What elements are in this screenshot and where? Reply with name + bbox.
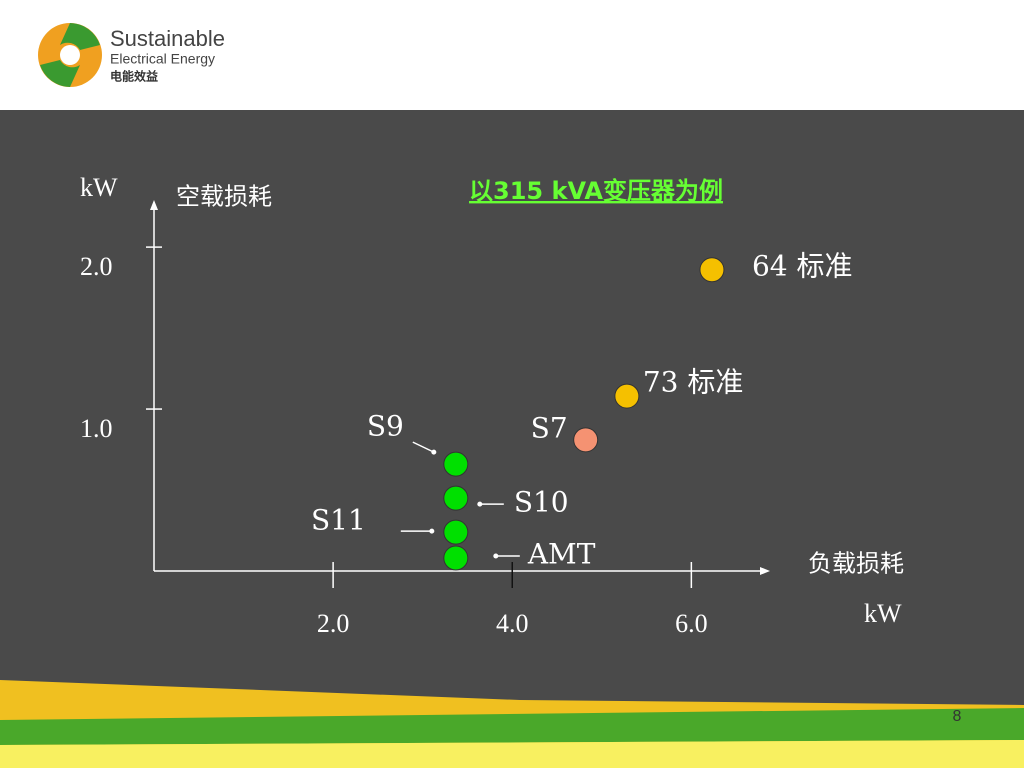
arrow-tip [429,528,435,534]
point [443,451,469,477]
brand-cn: 电能效益 [110,69,158,84]
point [699,257,725,283]
tagline: Electrical Energy [110,51,215,67]
arrow-tip [493,553,499,559]
arrow-tip [477,501,483,507]
y-tick-label: 1.0 [80,414,113,443]
x-axis-title: 负载损耗 [808,550,904,578]
page-number: 8 [953,708,962,725]
arrowhead [150,200,158,210]
point-label: S11 [311,504,366,537]
chart-title: 以315 kVA变压器为例 [469,177,723,205]
point-label: 73 标准 [643,366,744,399]
x-tick-label: 6.0 [675,609,708,638]
stripe [0,740,1024,768]
point [573,427,599,453]
pointer-arrow [412,441,435,453]
brand: Sustainable [110,26,225,51]
x-tick-label: 2.0 [317,609,350,638]
point-label: 64 标准 [752,249,853,282]
slide-bg [0,110,1024,768]
x-tick-label: 4.0 [496,609,529,638]
arrowhead [760,567,770,575]
arrow-tip [431,449,437,455]
header-bg [0,0,1024,110]
x-unit: kW [864,599,902,628]
y-tick-label: 2.0 [80,252,113,281]
point-label: S9 [367,410,404,443]
stripe [0,708,1024,745]
point-label: S7 [531,411,568,444]
point [443,519,469,545]
y-unit: kW [80,173,118,202]
point-label: S10 [514,486,569,519]
point [443,545,469,571]
point [443,485,469,511]
point-label: AMT [527,538,596,571]
logo [38,23,102,87]
y-axis-title: 空载损耗 [176,183,272,211]
point [614,383,640,409]
